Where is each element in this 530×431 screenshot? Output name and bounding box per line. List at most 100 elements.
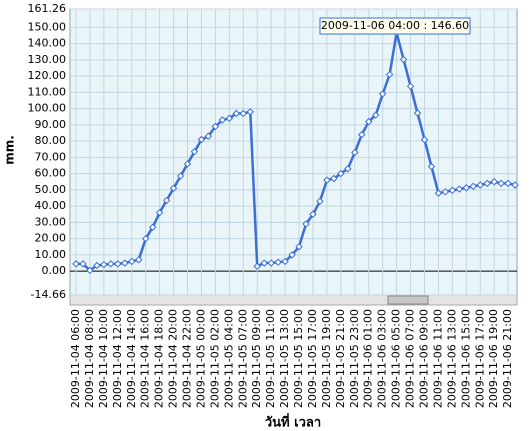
x-tick-label: 2009-11-05 09:00 [250, 309, 263, 408]
x-tick-label: 2009-11-06 15:00 [459, 309, 472, 408]
point-marker [427, 162, 436, 171]
y-tick-label: 130.00 [28, 53, 67, 66]
point-marker [288, 251, 296, 259]
x-tick-label: 2009-11-04 20:00 [167, 309, 180, 408]
point-marker [462, 184, 471, 192]
x-tick-label: 2009-11-05 02:00 [208, 309, 221, 408]
annotation: 2009-11-06 04:00 : 146.60 [321, 19, 469, 32]
point-marker [434, 189, 443, 197]
point-marker [218, 116, 227, 124]
point-marker [372, 111, 380, 119]
y-tick-label: 0.00 [42, 264, 67, 277]
y-tick-label: 100.00 [28, 102, 67, 115]
x-tick-label: 2009-11-04 10:00 [97, 309, 110, 408]
point-marker [399, 55, 408, 64]
point-marker [121, 259, 129, 267]
y-tick-label: 30.00 [35, 215, 67, 228]
x-tick-label: 2009-11-04 22:00 [181, 309, 194, 408]
point-marker [413, 109, 422, 117]
point-marker [490, 178, 498, 186]
y-tick-label: 140.00 [28, 37, 67, 50]
plot-area [69, 8, 518, 296]
x-tick-label: 2009-11-06 01:00 [362, 309, 375, 408]
point-marker [114, 260, 122, 268]
point-marker [302, 220, 310, 228]
x-tick-label: 2009-11-05 15:00 [292, 309, 305, 408]
point-marker [135, 256, 143, 264]
point-marker [476, 181, 484, 189]
y-tick-label: 90.00 [35, 118, 67, 131]
y-tick-label: 161.26 [28, 2, 67, 15]
x-tick-label: 2009-11-05 04:00 [222, 309, 235, 408]
x-tick-label: 2009-11-04 16:00 [139, 309, 152, 408]
point-marker [441, 188, 450, 196]
point-marker [344, 165, 352, 173]
point-marker [281, 257, 289, 266]
point-marker [190, 147, 199, 156]
y-tick-label: 60.00 [35, 167, 67, 180]
point-marker [246, 108, 254, 116]
point-marker [100, 260, 108, 269]
x-tick-label: 2009-11-04 18:00 [153, 309, 166, 408]
point-marker [469, 182, 477, 191]
y-tick-label: 80.00 [35, 134, 67, 147]
point-marker [483, 179, 491, 188]
scrollbar-thumb[interactable] [387, 295, 429, 305]
point-marker [497, 179, 505, 188]
x-tick-label: 2009-11-06 03:00 [376, 309, 389, 408]
point-marker [267, 259, 275, 267]
x-tick-label: 2009-11-04 06:00 [69, 309, 82, 408]
point-marker [455, 185, 464, 193]
point-marker [337, 169, 345, 178]
y-tick-label: 120.00 [28, 69, 67, 82]
y-tick-label: 150.00 [28, 20, 67, 33]
y-tick-label: -14.66 [31, 288, 66, 301]
point-marker [260, 259, 268, 267]
y-tick-label: 40.00 [35, 199, 67, 212]
y-tick-label: 110.00 [28, 85, 67, 98]
x-tick-label: 2009-11-06 17:00 [473, 309, 486, 408]
x-tick-label: 2009-11-05 00:00 [194, 309, 207, 408]
annotation-box [319, 17, 471, 35]
point-marker [330, 174, 338, 183]
x-tick-label: 2009-11-05 07:00 [236, 309, 249, 408]
point-marker [511, 181, 519, 189]
point-marker [141, 234, 150, 243]
point-marker [274, 258, 282, 266]
y-tick-label: 10.00 [35, 248, 67, 261]
x-tick-label: 2009-11-06 21:00 [501, 309, 514, 408]
point-marker [239, 109, 247, 118]
x-tick-label: 2009-11-04 14:00 [125, 309, 138, 408]
x-tick-label: 2009-11-04 12:00 [111, 309, 124, 408]
point-marker [295, 243, 303, 251]
x-tick-label: 2009-11-06 07:00 [404, 309, 417, 408]
point-marker [232, 109, 241, 118]
point-marker [316, 197, 324, 205]
x-tick-label: 2009-11-05 21:00 [334, 309, 347, 408]
point-marker [93, 261, 101, 270]
point-marker [162, 196, 171, 205]
point-marker [323, 176, 331, 184]
x-tick-label: 2009-11-05 19:00 [320, 309, 333, 408]
y-tick-label: 20.00 [35, 232, 67, 245]
point-marker [309, 210, 317, 218]
x-tick-label: 2009-11-04 08:00 [83, 309, 96, 408]
x-tick-label: 2009-11-05 17:00 [306, 309, 319, 408]
x-tick-label: 2009-11-06 11:00 [431, 309, 444, 408]
point-marker [358, 130, 366, 139]
point-marker [155, 208, 164, 217]
x-tick-label: 2009-11-06 05:00 [390, 309, 403, 408]
point-marker [420, 135, 429, 144]
point-marker [86, 266, 94, 275]
y-tick-label: 50.00 [35, 183, 67, 196]
scrollbar[interactable] [69, 294, 518, 306]
point-marker [351, 148, 359, 157]
point-marker [128, 257, 136, 266]
point-marker [176, 172, 185, 180]
point-marker [385, 70, 394, 79]
point-marker [204, 132, 213, 140]
point-marker [107, 260, 115, 268]
point-marker [169, 184, 178, 192]
series-line [76, 31, 516, 272]
y-axis-title: mm. [3, 135, 17, 165]
